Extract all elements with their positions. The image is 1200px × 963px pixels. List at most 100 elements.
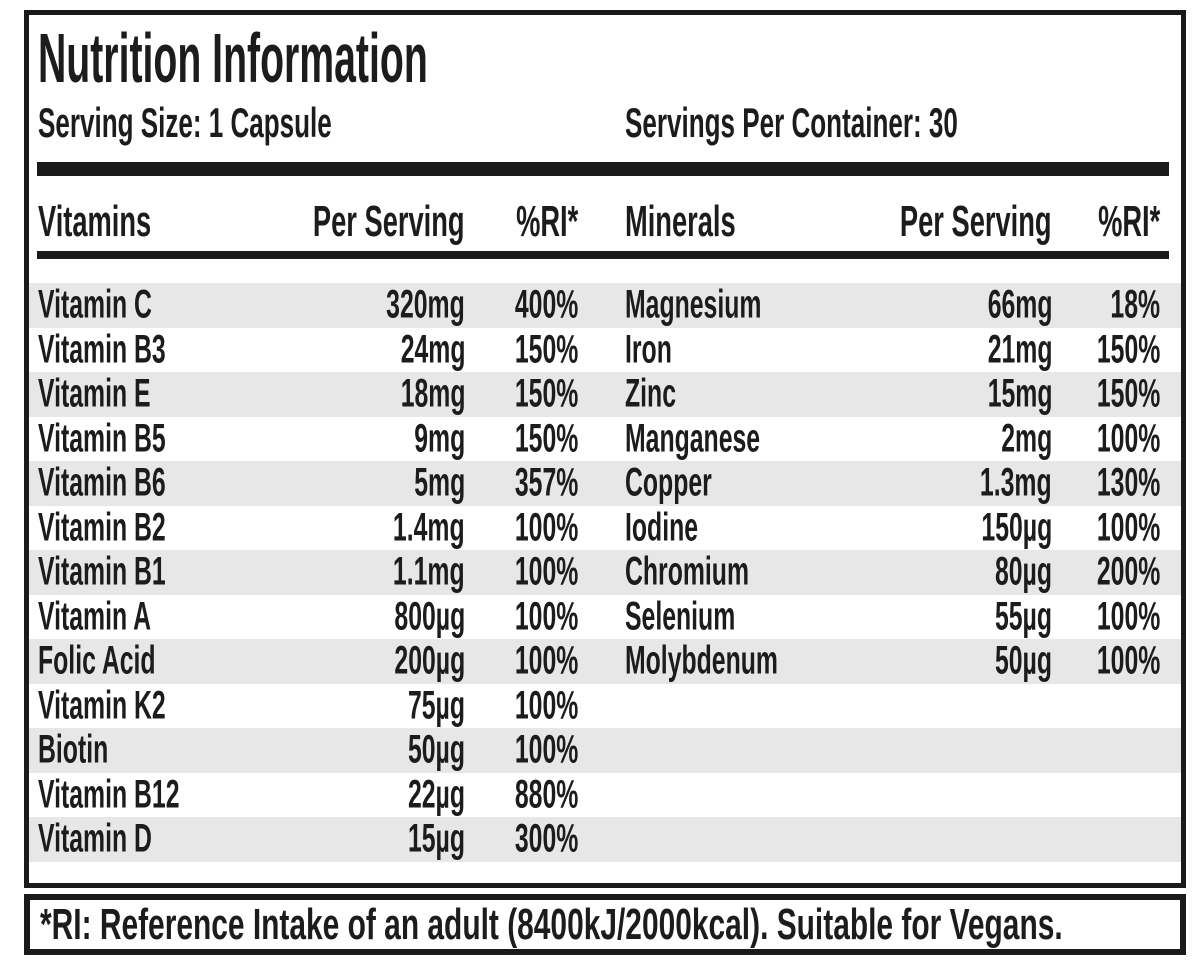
vitamin-name-cell: Biotin — [29, 728, 315, 773]
vitamin-amount-cell: 800µg — [315, 594, 465, 640]
mineral-name-cell: Chromium — [625, 550, 909, 595]
vitamin-ri-cell: 150% — [465, 372, 578, 417]
vitamins-ri-header-cell: %RI* — [465, 193, 578, 251]
mineral-name: Chromium — [625, 549, 749, 594]
mineral-amount: 80µg — [994, 549, 1052, 594]
mineral-ri-cell: 100% — [1052, 505, 1160, 551]
right-margin — [1160, 193, 1181, 251]
table-row: Vitamin B5 9mg 150% Manganese 2mg 100% — [29, 416, 1181, 462]
vitamins-header: Vitamins — [38, 197, 152, 246]
table-row: Biotin 50µg 100% — [29, 728, 1181, 773]
vitamin-amount-cell: 18mg — [315, 372, 465, 417]
column-gap — [578, 595, 625, 640]
mineral-name: Iron — [625, 327, 672, 372]
vitamin-name: Vitamin C — [38, 282, 152, 327]
vitamin-amount-cell: 15µg — [315, 817, 465, 862]
vitamin-amount-cell: 50µg — [315, 728, 465, 773]
vitamin-amount: 800µg — [394, 594, 465, 639]
vitamin-name-cell: Vitamin B6 — [29, 461, 315, 506]
mineral-name-cell — [625, 684, 909, 729]
vitamin-ri: 100% — [514, 683, 578, 728]
vitamin-amount: 320mg — [386, 282, 465, 327]
column-gap — [578, 639, 625, 684]
mineral-ri: 200% — [1096, 549, 1160, 594]
mineral-ri: 100% — [1096, 594, 1160, 639]
vitamin-ri: 357% — [514, 460, 578, 505]
servings-per-container-text: Servings Per Container: 30 — [625, 99, 958, 146]
mineral-amount-cell: 2mg — [909, 416, 1052, 462]
vitamin-name-cell: Vitamin D — [29, 817, 315, 862]
vitamin-ri-cell: 150% — [465, 416, 578, 462]
vitamin-name-cell: Vitamin B5 — [29, 416, 315, 462]
column-gap — [578, 817, 625, 862]
serving-band: Serving Size: 1 Capsule Servings Per Con… — [29, 99, 1181, 146]
right-margin — [1160, 639, 1181, 684]
right-margin — [1160, 506, 1181, 551]
vitamin-name: Vitamin B3 — [38, 327, 166, 372]
vitamin-amount: 22µg — [407, 772, 465, 817]
vitamin-ri-cell: 100% — [465, 639, 578, 684]
vitamin-amount: 50µg — [407, 727, 465, 772]
mineral-name-cell: Copper — [625, 461, 909, 506]
vitamin-ri-cell: 400% — [465, 283, 578, 328]
mineral-amount: 55µg — [994, 594, 1052, 639]
mineral-name-cell: Magnesium — [625, 283, 909, 328]
vitamin-ri-cell: 300% — [465, 817, 578, 862]
mineral-name: Copper — [625, 460, 712, 505]
vitamin-amount-cell: 200µg — [315, 639, 465, 684]
table-row: Vitamin A 800µg 100% Selenium 55µg 100% — [29, 594, 1181, 640]
minerals-per-serving-header-cell: Per Serving — [900, 193, 1052, 251]
mineral-amount-cell — [909, 773, 1052, 818]
vitamin-amount: 18mg — [400, 371, 465, 416]
right-margin — [1160, 728, 1181, 773]
mineral-ri-cell: 150% — [1052, 372, 1160, 417]
vitamin-name-cell: Vitamin B1 — [29, 550, 315, 595]
vitamin-name: Vitamin B5 — [38, 416, 166, 461]
vitamin-amount-cell: 5mg — [315, 461, 465, 506]
vitamins-per-serving-header-cell: Per Serving — [313, 193, 465, 251]
vitamin-ri: 100% — [514, 638, 578, 683]
column-gap — [578, 506, 625, 551]
mineral-amount: 21mg — [987, 327, 1052, 372]
table-row: Vitamin E 18mg 150% Zinc 15mg 150% — [29, 372, 1181, 417]
vitamin-name: Vitamin B6 — [38, 460, 166, 505]
column-gap — [578, 728, 625, 773]
table-row: Vitamin B2 1.4mg 100% Iodine 150µg 100% — [29, 505, 1181, 551]
vitamin-ri: 100% — [514, 549, 578, 594]
vitamin-amount-cell: 24mg — [315, 327, 465, 373]
vitamin-name-cell: Vitamin B12 — [29, 772, 315, 818]
vitamin-name: Vitamin B12 — [38, 772, 180, 817]
mineral-name: Manganese — [625, 416, 761, 461]
column-gap — [578, 550, 625, 595]
mineral-name-cell: Molybdenum — [625, 639, 909, 684]
mineral-ri-cell: 100% — [1052, 594, 1160, 640]
mineral-amount-cell — [909, 728, 1052, 773]
vitamin-name-cell: Vitamin C — [29, 283, 315, 328]
footnote-text: *RI: Reference Intake of an adult (8400k… — [40, 899, 1063, 949]
mineral-ri-cell — [1052, 817, 1160, 862]
mineral-name: Selenium — [625, 594, 736, 639]
vitamins-header-cell: Vitamins — [29, 193, 315, 251]
mineral-ri-cell: 100% — [1052, 639, 1160, 684]
vitamin-amount: 9mg — [414, 416, 465, 461]
vitamin-ri-cell: 880% — [465, 772, 578, 818]
right-margin — [1160, 461, 1181, 506]
mineral-ri-cell — [1052, 684, 1160, 729]
vitamin-amount: 15µg — [407, 816, 465, 861]
vitamin-name: Vitamin B2 — [38, 505, 166, 550]
vitamin-amount-cell: 1.4mg — [315, 505, 465, 551]
vitamin-ri: 150% — [514, 416, 578, 461]
mineral-name: Molybdenum — [625, 638, 778, 683]
vitamin-name-cell: Folic Acid — [29, 639, 315, 684]
vitamin-ri: 880% — [514, 772, 578, 817]
vitamin-name-cell: Vitamin B3 — [29, 327, 315, 373]
mineral-name-cell: Zinc — [625, 372, 909, 417]
right-margin — [1160, 817, 1181, 862]
nutrition-panel: Nutrition Information Serving Size: 1 Ca… — [24, 10, 1186, 888]
right-margin — [1160, 550, 1181, 595]
vitamin-ri-cell: 357% — [465, 461, 578, 506]
mineral-name-cell — [625, 773, 909, 818]
mineral-ri-cell: 18% — [1052, 283, 1160, 328]
right-margin — [1160, 283, 1181, 328]
nutrient-rows: Vitamin C 320mg 400% Magnesium 66mg 18% … — [29, 283, 1181, 862]
